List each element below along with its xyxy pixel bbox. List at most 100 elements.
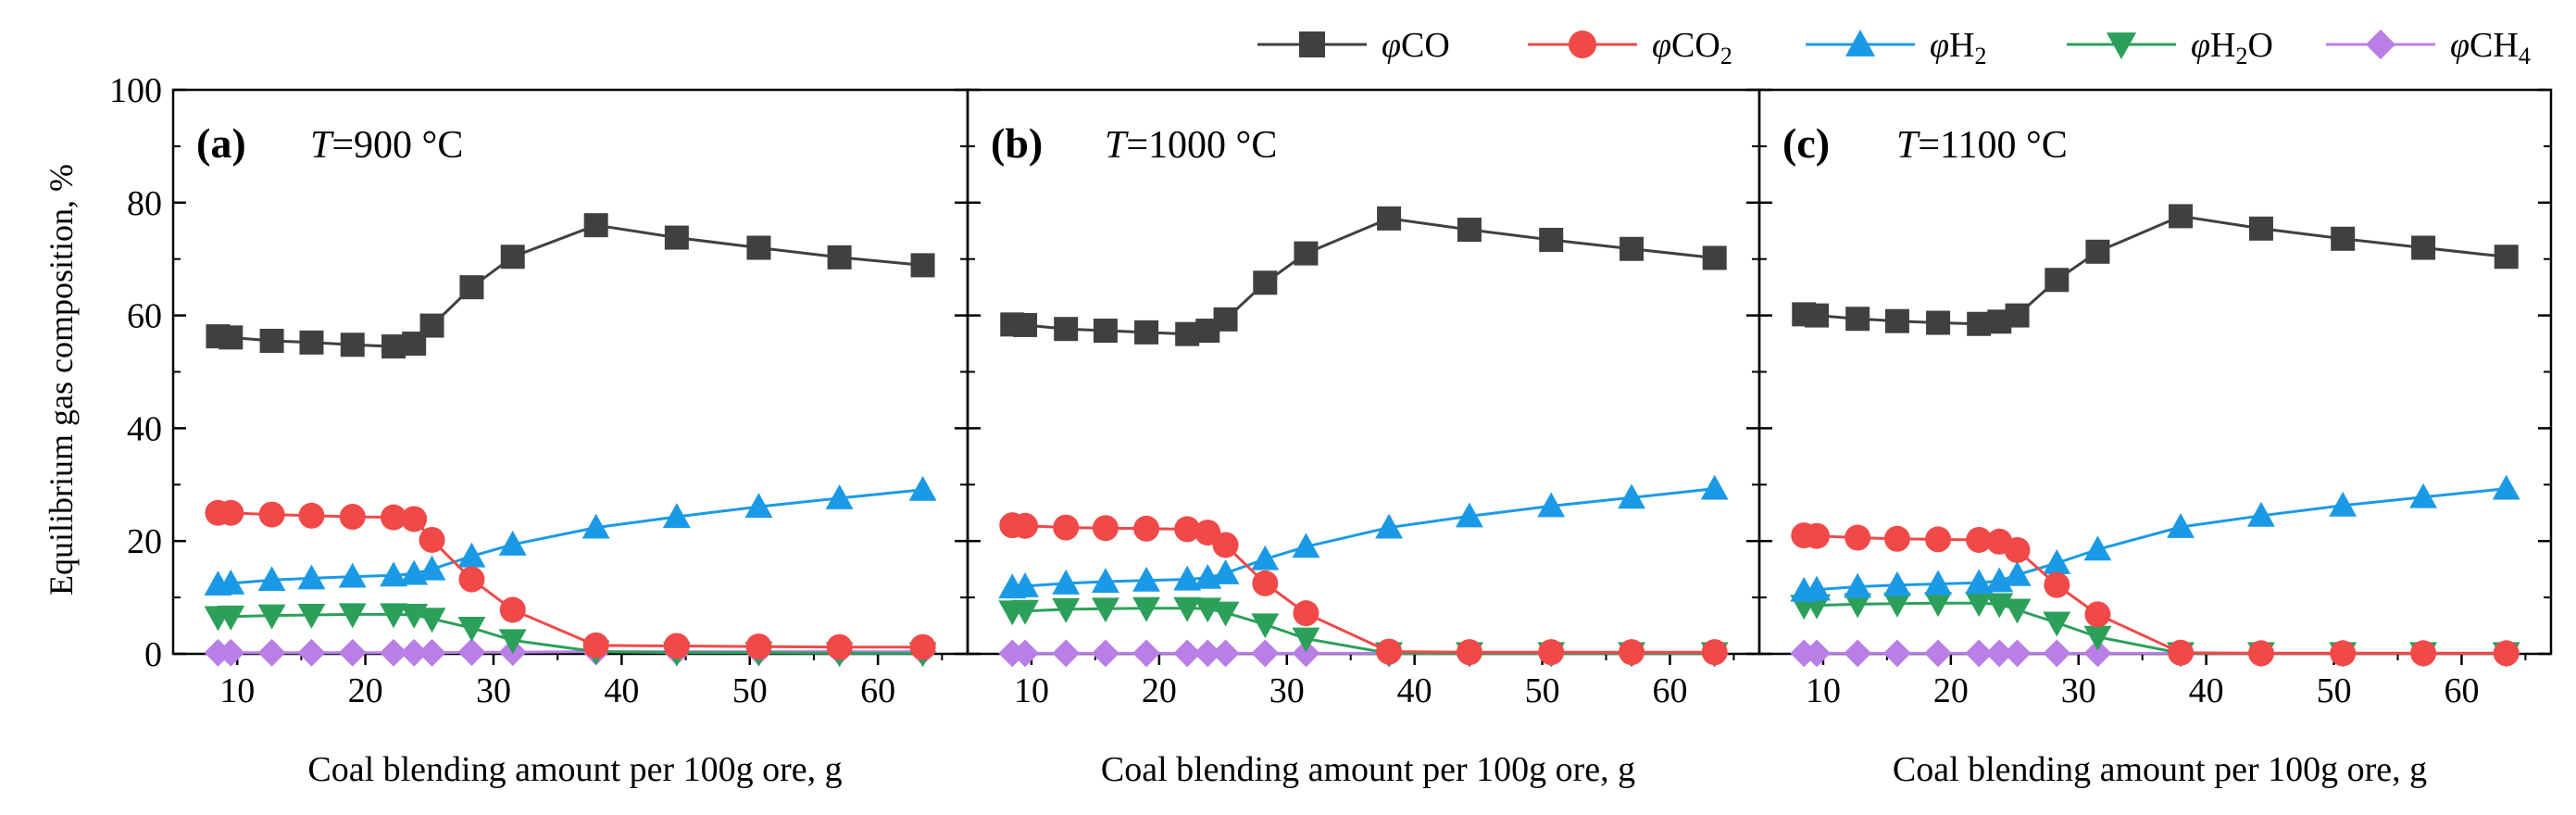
data-point-h2: [1844, 572, 1872, 598]
data-point-co2: [1133, 515, 1160, 542]
series-h2: [204, 475, 937, 596]
legend: φCO φCO2 φH2 φH2O φCH4: [1257, 26, 2531, 69]
data-point-co2: [458, 566, 485, 593]
legend-label-ch4: φCH4: [2450, 26, 2531, 69]
data-point-h2: [297, 564, 326, 590]
data-point-co: [381, 334, 406, 359]
data-point-co2: [218, 499, 244, 526]
data-point-co: [1926, 310, 1951, 335]
panel-tag: (b): [991, 119, 1043, 167]
data-point-co: [459, 275, 484, 300]
data-point-ch4: [418, 638, 446, 667]
data-point-h2o: [380, 603, 407, 629]
data-point-h2o: [1132, 596, 1161, 622]
legend-marker-h2o: [2106, 32, 2137, 60]
data-point-co: [1175, 321, 1200, 346]
data-point-co: [1013, 312, 1038, 337]
data-point-h2: [1456, 502, 1483, 528]
data-point-h2: [1091, 568, 1119, 594]
series-h2: [998, 474, 1729, 599]
data-point-co2: [1538, 639, 1565, 666]
data-point-h2: [217, 569, 245, 595]
data-point-co: [259, 329, 284, 354]
y-tick-label: 80: [127, 184, 162, 223]
data-point-h2: [1965, 569, 1994, 595]
data-point-h2o: [1211, 601, 1240, 627]
data-point-h2: [1292, 533, 1320, 558]
data-point-co2: [419, 526, 445, 553]
data-point-h2o: [498, 629, 527, 655]
data-point-co: [1845, 307, 1870, 332]
legend-item-co2: φCO2: [1528, 26, 1732, 69]
data-point-co2: [1925, 526, 1952, 553]
data-point-h2o: [217, 605, 245, 631]
legend-item-h2o: φH2O: [2067, 26, 2273, 69]
data-point-co: [2085, 239, 2110, 264]
x-tick-label: 40: [2189, 671, 2224, 710]
data-point-ch4: [1132, 639, 1161, 668]
data-point-h2: [2043, 549, 2071, 574]
plot-frame: [1757, 88, 2553, 656]
series-line-co2: [1012, 523, 1715, 654]
data-point-ch4: [1965, 639, 1994, 668]
data-point-co2: [1376, 638, 1403, 665]
data-point-co: [1539, 227, 1564, 252]
series-line-h2o: [1804, 601, 2507, 655]
data-point-co: [1967, 311, 1992, 336]
data-point-h2o: [1965, 592, 1994, 618]
data-point-ch4: [297, 638, 326, 667]
data-point-co2: [1212, 532, 1239, 558]
data-point-ch4: [1292, 639, 1320, 668]
data-point-h2: [1052, 569, 1081, 595]
data-point-co: [2494, 244, 2519, 270]
panel-b: 10 20 30 40 50 60 Coal blending amount per 100…: [966, 88, 1761, 789]
data-point-h2: [1924, 570, 1953, 596]
legend-label-h2: φH2: [1930, 26, 1986, 69]
y-tick-label: 40: [127, 409, 162, 448]
series-line-co: [1012, 217, 1715, 336]
data-point-h2: [825, 483, 854, 509]
y-tick-label: 100: [109, 71, 162, 110]
data-point-co2: [258, 501, 285, 528]
data-point-ch4: [457, 638, 486, 667]
data-point-co: [2005, 303, 2030, 328]
x-tick-label: 40: [604, 671, 639, 710]
legend-marker-h2: [1844, 29, 1876, 56]
x-tick-label: 50: [1525, 671, 1560, 710]
data-point-h2o: [1052, 597, 1081, 623]
data-point-h2: [2247, 501, 2275, 527]
data-point-h2o: [1924, 592, 1953, 618]
data-point-h2: [2083, 535, 2112, 561]
x-tick-label: 30: [2061, 671, 2096, 710]
panel-temperature: T=1000 °C: [1105, 124, 1277, 167]
data-point-h2: [1537, 492, 1566, 518]
data-point-h2o: [2003, 598, 2032, 624]
data-point-ch4: [1251, 639, 1280, 668]
y-tick-label: 0: [144, 635, 162, 674]
x-tick-label: 60: [860, 671, 895, 710]
data-point-h2: [2409, 483, 2438, 508]
data-point-co2: [2044, 571, 2070, 598]
data-point-co: [1884, 308, 1909, 333]
data-point-h2: [418, 555, 446, 581]
plot-frame: [171, 88, 969, 656]
panel-c: 10 20 30 40 50 60 Coal blending amount per 100…: [1757, 88, 2553, 789]
data-point-ch4: [2003, 639, 2032, 668]
data-point-ch4: [1052, 639, 1081, 668]
y-tick-label: 60: [127, 297, 162, 336]
series-line-co: [218, 223, 923, 348]
x-tick-label: 10: [1014, 671, 1049, 710]
data-point-ch4: [1882, 639, 1911, 668]
series-line-h2o: [1012, 607, 1715, 655]
panels: 0 20 40 60 80 100 10 20 30 40 50 60 Coal blending am…: [109, 71, 2553, 789]
data-point-co2: [663, 633, 690, 659]
x-axis-label: Coal blending amount per 100g ore, g: [307, 750, 842, 789]
panel-temperature: T=900 °C: [310, 124, 463, 167]
data-point-co2: [1293, 600, 1319, 627]
data-point-h2: [2329, 491, 2357, 517]
data-point-h2: [1618, 483, 1646, 509]
data-point-h2o: [418, 608, 446, 633]
data-point-co: [2045, 268, 2070, 293]
data-point-co: [2331, 226, 2356, 251]
